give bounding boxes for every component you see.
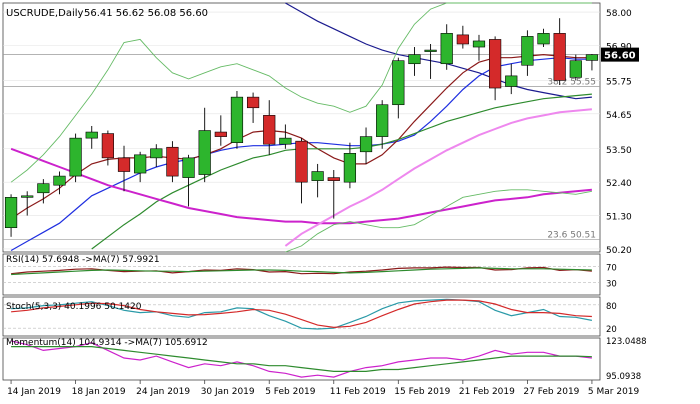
candle-bear (246, 96, 260, 109)
indicator-tick-label: 95.0938 (606, 372, 641, 382)
candle-bull (392, 60, 405, 106)
candle-bull (408, 54, 421, 65)
stoch-title: Stoch(5,3,3) 40.1996 50.1420 (6, 302, 142, 312)
overlay-line-ma_navy (285, 2, 592, 100)
candle-bull (134, 154, 147, 174)
candle-bull (37, 183, 50, 194)
candle-bull (537, 33, 550, 45)
candle-bull (69, 137, 82, 177)
x-axis-date-label: 24 Jan 2019 (136, 387, 190, 397)
candle-bull (472, 40, 486, 48)
candle-bull (569, 60, 582, 78)
rsi-title: RSI(14) 57.6948 ->MA(7) 57.9921 (6, 255, 160, 265)
candle-bull (279, 137, 292, 145)
candle-bull (359, 136, 373, 153)
candle-bull (521, 36, 534, 66)
candle-bull (53, 175, 66, 186)
panel-frame-3 (2, 337, 601, 381)
x-axis-date-label: 5 Feb 2019 (265, 387, 316, 397)
price-tick-label: 53.50 (606, 146, 632, 156)
price-tick-label: 58.00 (606, 9, 632, 19)
price-tick-label: 50.20 (606, 246, 632, 256)
candle-bull (150, 148, 163, 159)
indicator-tick-label: 80 (606, 302, 617, 312)
axes: 58.00 56.90 55.75 54.65 53.50 52.40 51.30 50.20… (7, 9, 646, 397)
current-price-label: 56.60 (604, 51, 636, 62)
candle-bull (4, 197, 18, 229)
candle-bull (505, 75, 518, 87)
panel-frame-2 (2, 296, 601, 337)
indicator-tick-label: 123.0488 (606, 337, 647, 347)
candle-bear (166, 146, 179, 177)
candle-bull (182, 157, 195, 178)
price-tick-label: 55.75 (606, 77, 632, 87)
indicator-tick-label: 70 (606, 263, 617, 273)
overlay-line-bollinger (10, 2, 592, 183)
indicator-tick-label: 20 (606, 325, 617, 335)
x-axis-date-label: 18 Jan 2019 (72, 387, 126, 397)
indicator-line-ma_green (11, 346, 592, 372)
fib-level-label: 38.2 55.55 (547, 78, 596, 88)
overlay-line-ma_green (91, 93, 592, 250)
rsi-panel (3, 265, 600, 284)
candle-bear (214, 131, 227, 137)
x-axis-date-label: 11 Feb 2019 (330, 387, 386, 397)
candle-bear (327, 177, 340, 181)
x-axis-date-label: 30 Jan 2019 (201, 387, 255, 397)
price-tick-label: 56.90 (606, 43, 632, 53)
candle-bull (376, 104, 389, 137)
candle-bull (343, 153, 357, 183)
x-axis-date-label: 27 Feb 2019 (523, 387, 579, 397)
indicator-tick-label: 30 (606, 280, 617, 290)
indicator-line-stoch_k (11, 298, 593, 330)
candle-bull (21, 195, 34, 198)
fib-level-label: 23.6 50.51 (547, 231, 596, 241)
x-axis-date-label: 14 Jan 2019 (7, 387, 61, 397)
price-tick-label: 51.30 (606, 213, 632, 223)
panel-frame-1 (2, 253, 601, 296)
ohlc-readout: 56.41 56.62 56.08 56.60 (84, 8, 208, 19)
candle-bear (101, 133, 114, 159)
panel-frames (2, 2, 601, 381)
indicator-line-stoch_d (11, 299, 592, 329)
candle-bear (117, 157, 131, 172)
momentum-panel (10, 340, 592, 378)
price-tag-bg (601, 47, 639, 62)
candle-bull (440, 33, 453, 65)
candle-bear (295, 140, 308, 183)
stoch-panel (3, 298, 600, 330)
panel-frame-0 (2, 2, 601, 253)
overlay-line-bollinger (285, 189, 592, 253)
indicator-line-ma_magenta (10, 340, 592, 378)
overlay-line-ma_magenta (10, 147, 592, 225)
candle-bull (198, 130, 211, 175)
indicator-line-ma_green (11, 267, 592, 276)
candle-bull (230, 96, 244, 143)
candle-bull (311, 171, 324, 181)
candle-bull (424, 49, 437, 52)
candle-bear (263, 115, 276, 145)
x-axis-date-label: 21 Feb 2019 (459, 387, 515, 397)
candle-bull (585, 54, 599, 61)
candle-bear (489, 39, 502, 89)
candle-bear (456, 34, 469, 45)
overlay-line-ma_pink (284, 108, 592, 247)
symbol-label: USCRUDE,Daily (6, 8, 83, 19)
price-tick-label: 54.65 (606, 111, 632, 121)
price-tick-label: 52.40 (606, 179, 632, 189)
x-axis-date-label: 15 Feb 2019 (394, 387, 450, 397)
momentum-title: Momentum(14) 104.9314 ->MA(7) 105.6912 (6, 338, 208, 348)
candle-bull (85, 131, 98, 139)
candle-bear (553, 33, 566, 81)
x-axis-date-label: 5 Mar 2019 (588, 387, 640, 397)
price-panel: 38.2 55.55 23.6 50.51 (3, 2, 600, 253)
